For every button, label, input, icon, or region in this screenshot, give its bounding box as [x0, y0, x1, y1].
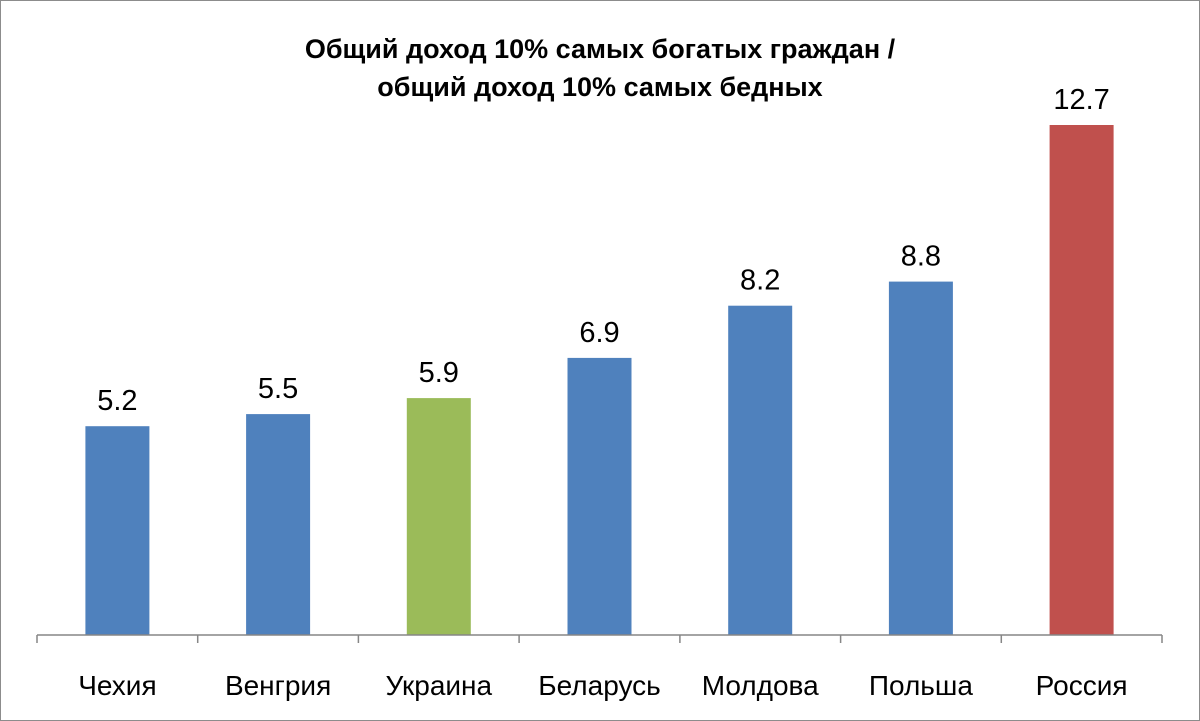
data-label-3: 6.9 [579, 317, 619, 349]
x-tick-label-2: Украина [385, 670, 492, 701]
chart-title-line-2: общий доход 10% самых бедных [377, 72, 823, 102]
bar-5 [888, 281, 953, 635]
x-tick-label-4: Молдова [702, 670, 819, 701]
x-tick-label-6: Россия [1036, 670, 1128, 701]
x-tick-label-0: Чехия [78, 670, 156, 701]
data-label-4: 8.2 [740, 265, 780, 297]
chart-title-line-1: Общий доход 10% самых богатых граждан / [304, 34, 896, 64]
bar-3 [567, 357, 632, 635]
data-label-2: 5.9 [419, 357, 459, 389]
data-label-6: 12.7 [1053, 84, 1109, 116]
bar-6 [1049, 125, 1114, 635]
data-label-0: 5.2 [97, 385, 137, 417]
bar-1 [246, 414, 311, 635]
bar-0 [85, 426, 150, 635]
bar-4 [728, 305, 793, 635]
x-tick-label-5: Польша [869, 670, 973, 701]
data-label-1: 5.5 [258, 373, 298, 405]
data-label-5: 8.8 [901, 241, 941, 273]
x-tick-label-1: Венгрия [225, 670, 331, 701]
x-tick-label-3: Беларусь [538, 670, 660, 701]
chart-title: Общий доход 10% самых богатых граждан / … [0, 30, 1200, 106]
bar-2 [406, 398, 471, 635]
